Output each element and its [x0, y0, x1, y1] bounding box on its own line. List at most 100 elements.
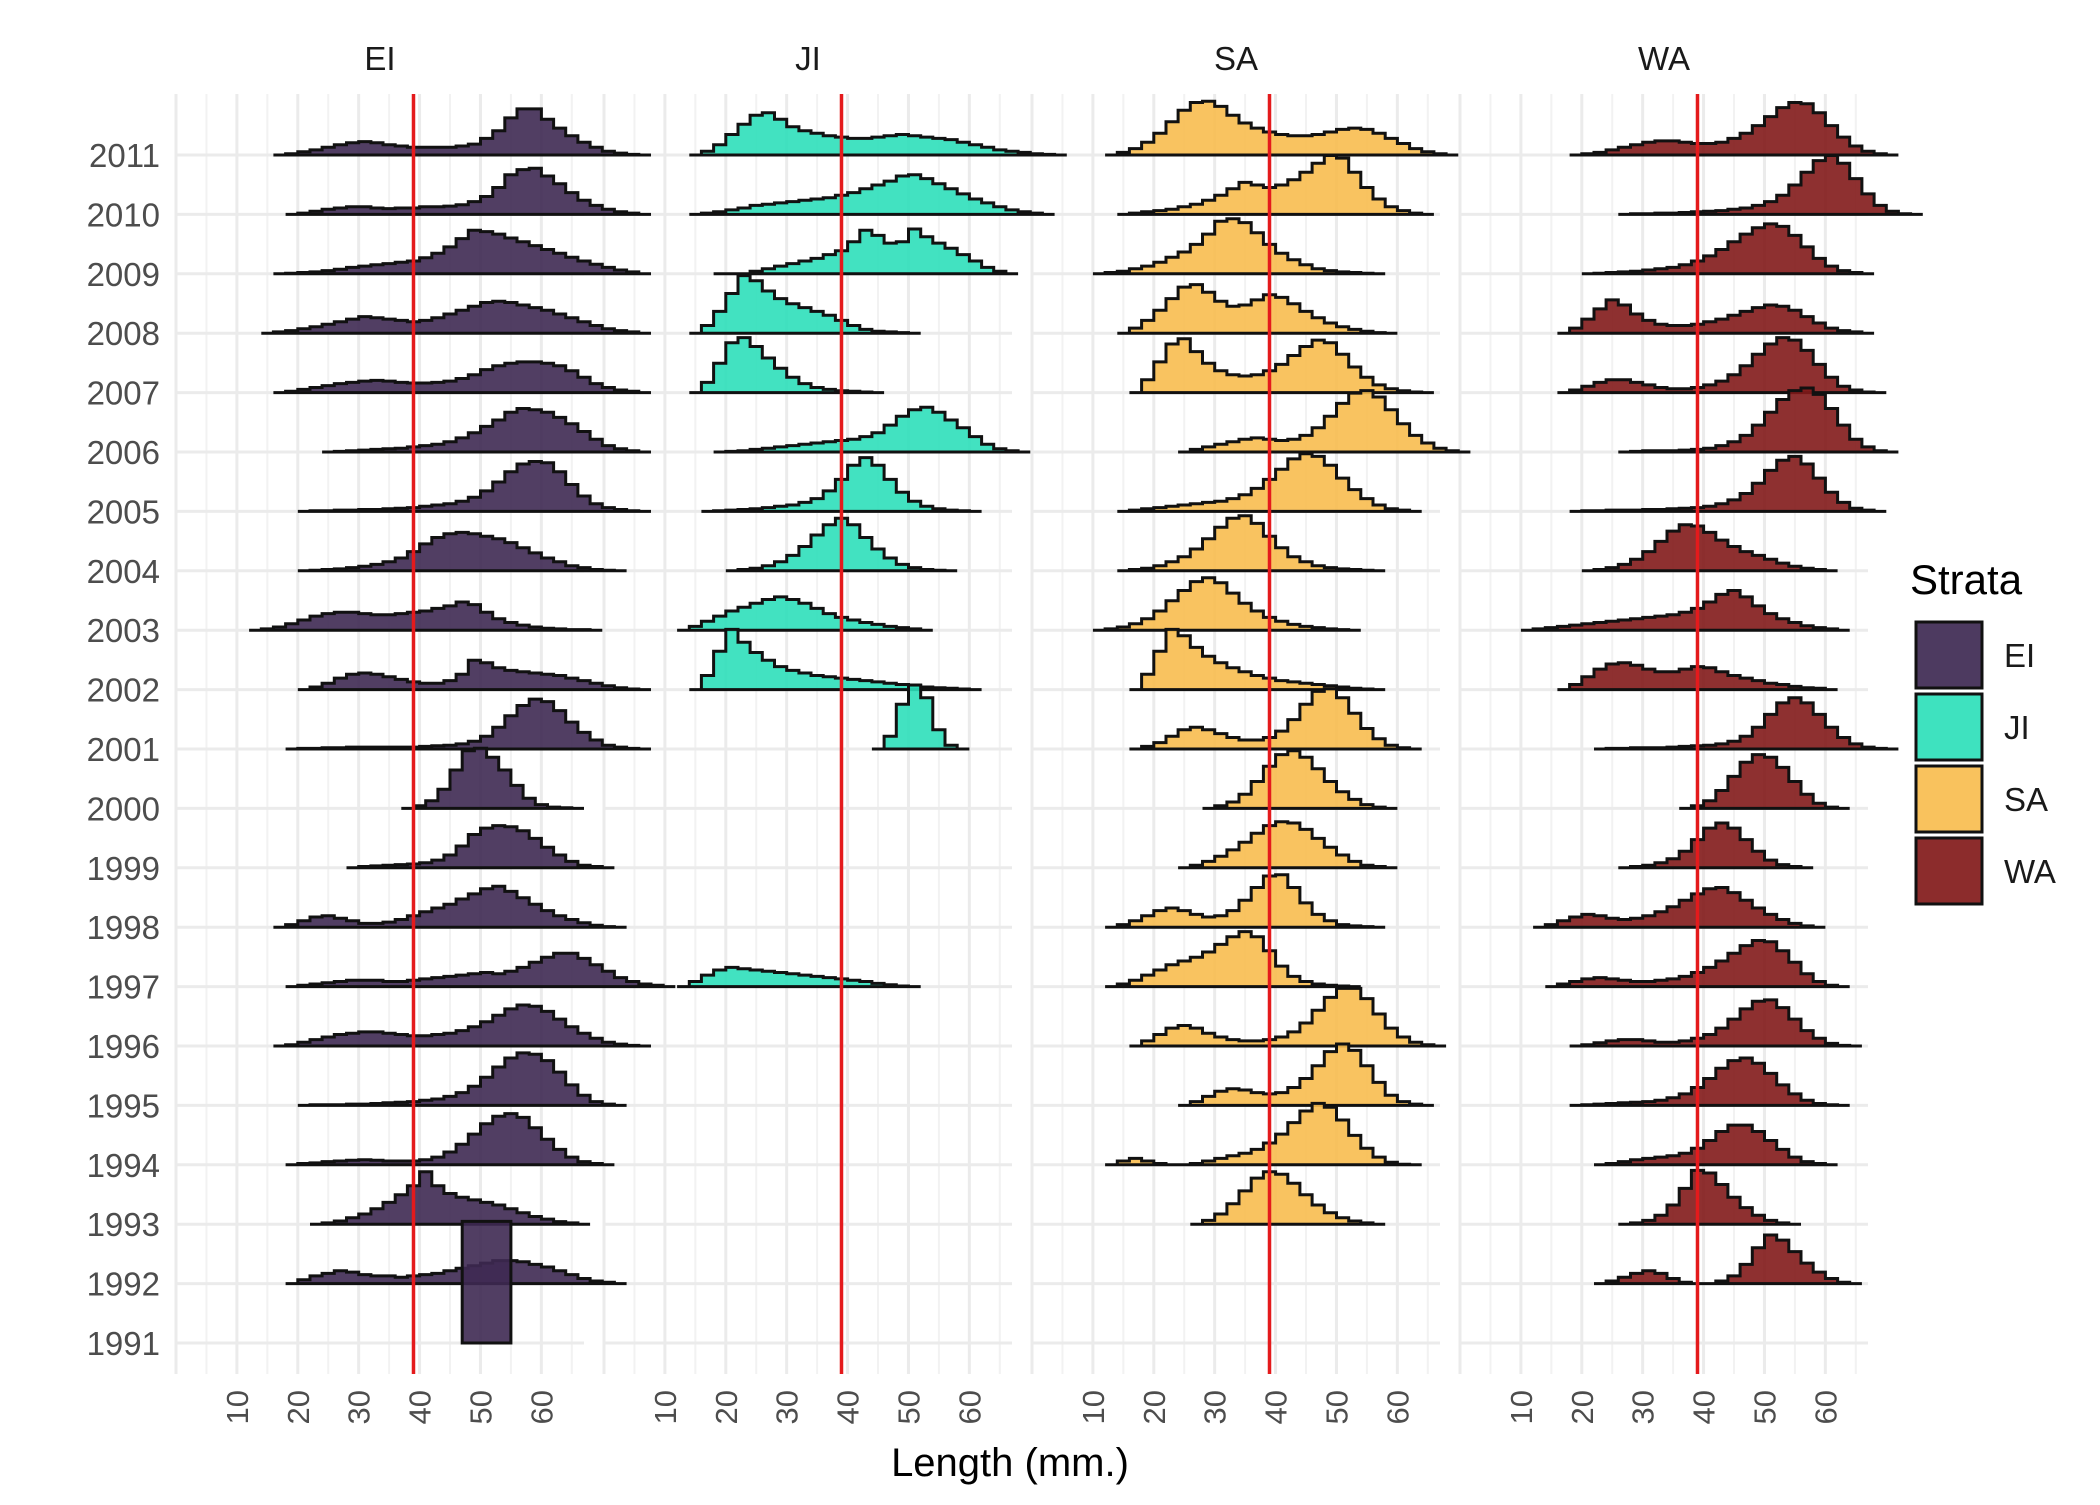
ridge-SA-1998 [1105, 873, 1386, 929]
ridge-SA-2002 [1129, 627, 1386, 692]
y-tick-label: 2007 [87, 375, 160, 412]
legend-swatch [1914, 692, 1984, 762]
ridge-WA-1997 [1545, 939, 1850, 989]
facet-title: JI [795, 40, 821, 77]
ridge-WA-1996 [1569, 998, 1862, 1048]
ridge-SA-2010 [1117, 154, 1434, 216]
ridge-EI-1991 [460, 1219, 513, 1345]
x-tick-label: 60 [524, 1390, 559, 1424]
ridge-SA-2000 [1202, 749, 1398, 810]
ridge-SA-2009 [1092, 217, 1386, 276]
x-tick-label: 10 [1076, 1390, 1111, 1424]
ridge-SA-2004 [1117, 514, 1386, 573]
y-tick-label: 2006 [87, 434, 160, 471]
ridge-SA-2006 [1178, 389, 1471, 454]
x-tick-label: 30 [770, 1390, 805, 1424]
x-tick-label: 30 [1626, 1390, 1661, 1424]
ridge-JI-2006 [713, 405, 1031, 454]
y-tick-label: 2004 [87, 553, 160, 590]
x-tick-label: 20 [281, 1390, 316, 1424]
y-tick-label: 1996 [87, 1028, 160, 1065]
x-tick-label: 20 [1137, 1390, 1172, 1424]
x-tick-label: 50 [463, 1390, 498, 1424]
ridge-EI-2011 [273, 107, 651, 157]
ridge-SA-1995 [1178, 1042, 1434, 1107]
x-tick-label: 10 [648, 1390, 683, 1424]
ridge-WA-1994 [1594, 1123, 1838, 1167]
facet-title: WA [1638, 40, 1690, 77]
y-tick-label: 2002 [87, 672, 160, 709]
ridge-WA-2000 [1679, 753, 1850, 810]
ridge-JI-2010 [689, 173, 1055, 216]
y-tick-label: 1994 [87, 1147, 160, 1184]
ridge-EI-2003 [249, 600, 603, 632]
ridge-SA-1997 [1105, 930, 1361, 989]
y-tick-label: 1995 [87, 1087, 160, 1124]
legend-swatch [1914, 836, 1984, 906]
y-tick-label: 2003 [87, 612, 160, 649]
ridge-SA-1999 [1178, 820, 1398, 870]
ridge-EI-1995 [297, 1051, 627, 1107]
x-tick-label: 60 [952, 1390, 987, 1424]
x-tick-label: 20 [709, 1390, 744, 1424]
ridge-EI-2000 [401, 746, 584, 810]
y-tick-label: 2000 [87, 790, 160, 827]
y-tick-label: 2009 [87, 256, 160, 293]
facet-title: EI [364, 40, 395, 77]
x-tick-label: 50 [891, 1390, 926, 1424]
y-tick-label: 2011 [89, 137, 160, 174]
ridge-EI-2008 [261, 299, 651, 335]
ridge-SA-2003 [1092, 576, 1361, 632]
x-tick-label: 60 [1380, 1390, 1415, 1424]
ridge-EI-2006 [322, 407, 651, 454]
legend-swatch [1914, 764, 1984, 834]
x-tick-label: 10 [220, 1390, 255, 1424]
x-tick-label: 40 [403, 1390, 438, 1424]
ridge-EI-2007 [273, 360, 651, 395]
ridge-EI-2002 [297, 658, 651, 692]
y-tick-label: 1993 [87, 1206, 160, 1243]
y-tick-label: 1998 [87, 909, 160, 946]
x-tick-label: 60 [1808, 1390, 1843, 1424]
y-tick-label: 1992 [87, 1266, 160, 1303]
x-tick-label: 40 [831, 1390, 866, 1424]
ridge-EI-2005 [297, 460, 651, 513]
ridge-EI-1994 [285, 1112, 615, 1167]
ridge-WA-1993 [1618, 1168, 1801, 1226]
x-axis-title: Length (mm.) [891, 1441, 1129, 1485]
ridge-WA-2005 [1569, 454, 1887, 513]
ridge-JI-2009 [713, 227, 1019, 276]
legend-label: EI [2004, 637, 2035, 674]
ridge-EI-2004 [297, 530, 627, 573]
ridge-JI-2011 [689, 111, 1067, 157]
ridge-WA-2007 [1557, 336, 1887, 395]
x-tick-label: 10 [1504, 1390, 1539, 1424]
ridge-WA-2011 [1569, 101, 1899, 157]
x-tick-label: 30 [1198, 1390, 1233, 1424]
y-tick-label: 1997 [87, 969, 160, 1006]
y-tick-label: 1999 [87, 850, 160, 887]
x-tick-label: 50 [1319, 1390, 1354, 1424]
ridge-WA-2006 [1618, 386, 1899, 454]
legend-label: SA [2004, 781, 2048, 818]
ridge-WA-1998 [1533, 886, 1826, 929]
ridge-SA-2011 [1105, 99, 1459, 157]
y-tick-label: 2005 [87, 493, 160, 530]
ridge-WA-2009 [1581, 222, 1875, 276]
ridge-SA-1996 [1129, 986, 1447, 1048]
ridge-WA-2003 [1520, 589, 1850, 632]
y-tick-label: 2010 [87, 196, 160, 233]
ridge-JI-2002 [689, 627, 982, 692]
x-tick-label: 30 [342, 1390, 377, 1424]
legend-label: WA [2004, 853, 2056, 890]
ridge-EI-1999 [346, 824, 615, 870]
ridge-EI-2001 [285, 697, 651, 751]
ridge-SA-2007 [1129, 337, 1434, 395]
ridge-WA-1999 [1618, 821, 1814, 870]
ridge-EI-1993 [310, 1170, 591, 1226]
ridge-JI-2003 [677, 595, 933, 632]
x-tick-label: 20 [1565, 1390, 1600, 1424]
ridge-SA-1993 [1190, 1170, 1386, 1226]
